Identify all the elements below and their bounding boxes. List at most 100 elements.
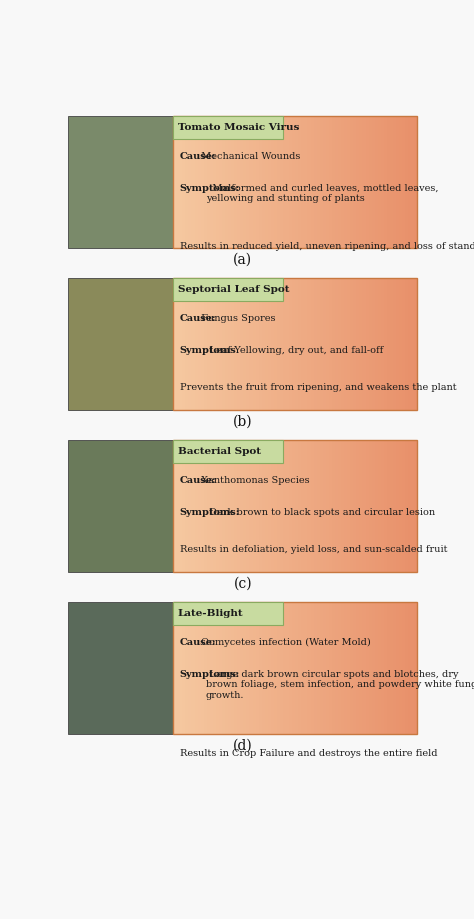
Bar [378, 278, 381, 410]
Bar [222, 278, 226, 410]
Text: Large dark brown circular spots and blotches, dry
brown foliage, stem infection,: Large dark brown circular spots and blot… [206, 670, 474, 699]
Bar [185, 278, 189, 410]
Bar [243, 602, 247, 734]
Bar [246, 602, 250, 734]
Bar [310, 116, 314, 248]
Bar [259, 278, 262, 410]
Bar [332, 116, 335, 248]
Bar [198, 602, 201, 734]
Bar [176, 278, 180, 410]
Text: Cause:: Cause: [180, 314, 216, 323]
Bar [243, 278, 247, 410]
Bar [268, 602, 271, 734]
Bar [222, 116, 226, 248]
Bar [319, 602, 323, 734]
Bar [335, 116, 338, 248]
Bar [363, 602, 366, 734]
Bar [335, 278, 338, 410]
Bar [326, 440, 329, 573]
Bar [393, 278, 396, 410]
Bar [188, 116, 192, 248]
Bar [286, 440, 290, 573]
Bar [237, 116, 241, 248]
Bar [259, 440, 262, 573]
Bar [204, 116, 207, 248]
Bar [179, 602, 182, 734]
Bar [204, 602, 207, 734]
Bar [310, 278, 314, 410]
Bar [292, 440, 296, 573]
Bar [173, 278, 176, 410]
Bar [353, 116, 357, 248]
Bar [399, 440, 402, 573]
Bar [219, 116, 222, 248]
Bar [365, 602, 369, 734]
Bar [173, 440, 418, 573]
Bar [182, 116, 186, 248]
Bar [277, 116, 281, 248]
Bar [253, 278, 256, 410]
Text: Oomycetes infection (Water Mold): Oomycetes infection (Water Mold) [198, 638, 371, 647]
Bar [262, 602, 265, 734]
Bar [194, 602, 198, 734]
Bar [323, 116, 326, 248]
Bar [329, 278, 332, 410]
Bar [259, 116, 262, 248]
Bar [347, 116, 351, 248]
Bar [173, 440, 283, 463]
Bar [411, 278, 415, 410]
Bar [304, 116, 308, 248]
Bar [323, 278, 326, 410]
Bar [374, 440, 378, 573]
Bar [405, 278, 409, 410]
Bar [402, 440, 406, 573]
Bar [411, 440, 415, 573]
Bar [350, 440, 354, 573]
Bar [185, 440, 189, 573]
Bar [213, 278, 216, 410]
Bar [228, 278, 231, 410]
Bar [237, 602, 241, 734]
Text: Results in Crop Failure and destroys the entire field: Results in Crop Failure and destroys the… [180, 749, 437, 758]
Bar [387, 116, 390, 248]
Bar [335, 440, 338, 573]
Bar [363, 278, 366, 410]
Bar [262, 116, 265, 248]
Bar [176, 440, 180, 573]
Bar [372, 278, 375, 410]
Bar [332, 602, 335, 734]
Bar [216, 602, 219, 734]
Bar [381, 602, 384, 734]
Bar [255, 602, 259, 734]
Bar [237, 278, 241, 410]
Bar [326, 116, 329, 248]
Bar [387, 278, 390, 410]
Bar [228, 440, 231, 573]
Bar [414, 440, 418, 573]
Bar [399, 116, 402, 248]
Bar [308, 602, 311, 734]
Bar [317, 602, 320, 734]
Bar [344, 278, 347, 410]
Bar [176, 116, 180, 248]
Bar [207, 602, 210, 734]
Bar [372, 602, 375, 734]
Text: Septorial Leaf Spot: Septorial Leaf Spot [178, 285, 289, 294]
Bar [198, 116, 201, 248]
Text: Dark brown to black spots and circular lesion: Dark brown to black spots and circular l… [206, 508, 435, 517]
Bar [191, 440, 195, 573]
Bar [283, 116, 286, 248]
Bar [234, 440, 237, 573]
Bar [268, 440, 271, 573]
Bar [253, 116, 256, 248]
Bar [271, 116, 274, 248]
Bar [173, 602, 418, 734]
Bar [304, 440, 308, 573]
Bar [326, 278, 329, 410]
Bar [219, 602, 222, 734]
Bar [308, 116, 311, 248]
Bar [344, 116, 347, 248]
Bar [173, 278, 418, 410]
Bar [310, 440, 314, 573]
Bar [338, 116, 341, 248]
